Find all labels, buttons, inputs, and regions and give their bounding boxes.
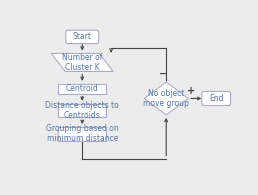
Text: Centroid: Centroid <box>66 84 99 93</box>
Polygon shape <box>144 82 188 115</box>
Bar <box>58 127 106 141</box>
Polygon shape <box>51 53 113 71</box>
Text: Grouping based on
minimum distance: Grouping based on minimum distance <box>46 124 119 144</box>
FancyBboxPatch shape <box>202 91 231 105</box>
Text: Number of
Cluster K: Number of Cluster K <box>62 53 102 72</box>
Text: Start: Start <box>73 32 92 41</box>
Text: −: − <box>159 69 167 79</box>
Text: +: + <box>187 86 195 96</box>
Bar <box>58 104 106 117</box>
Bar <box>58 84 106 94</box>
Text: Distance objects to
Centroids: Distance objects to Centroids <box>45 101 119 120</box>
Text: End: End <box>209 94 223 103</box>
Text: No object
move group: No object move group <box>143 89 189 108</box>
FancyBboxPatch shape <box>66 30 99 44</box>
